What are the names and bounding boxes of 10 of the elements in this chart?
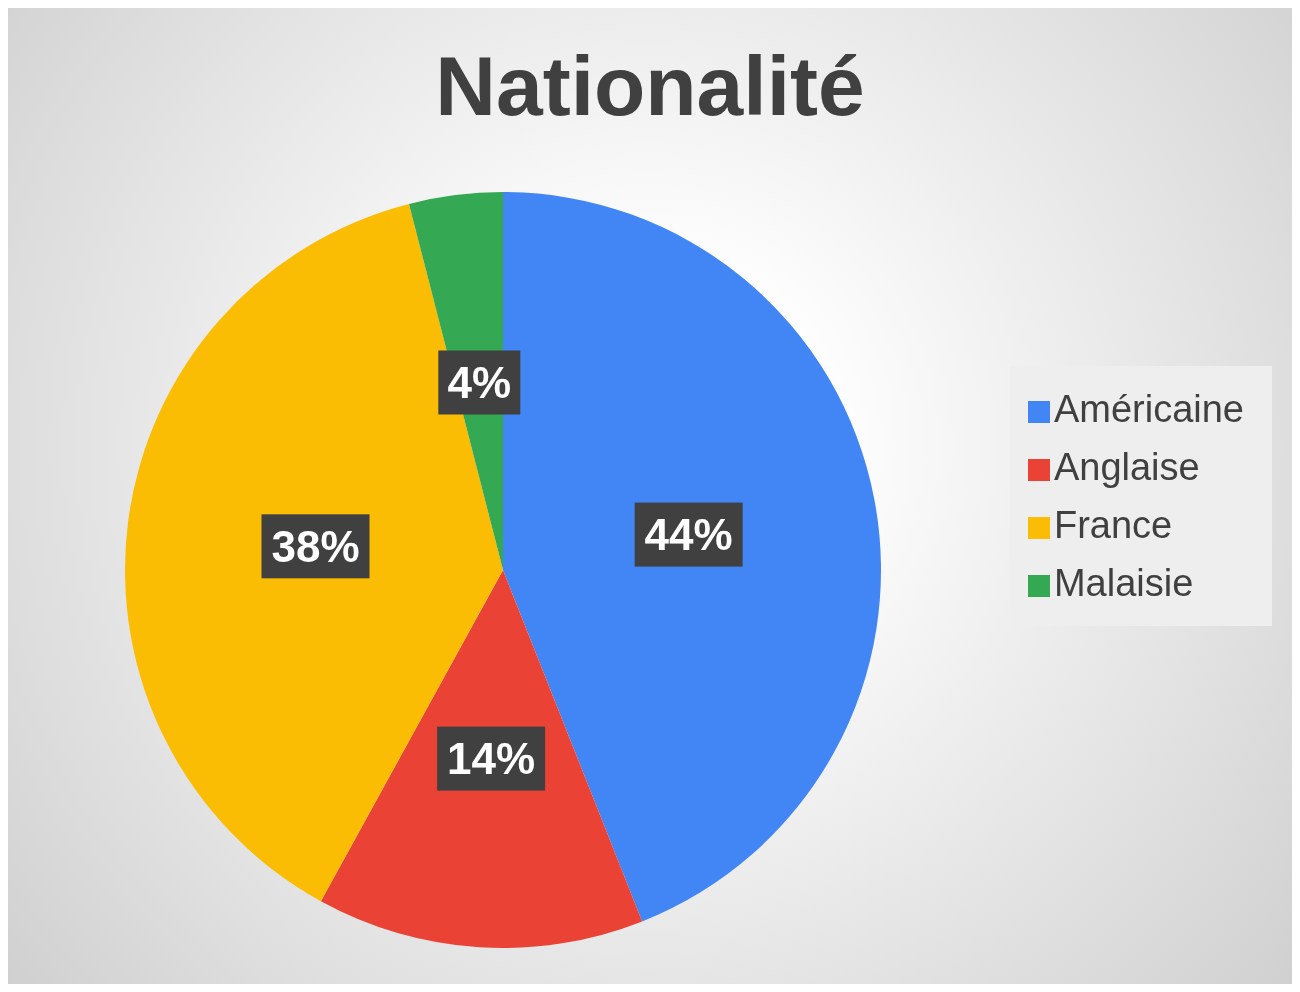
- data-label: 38%: [271, 521, 360, 571]
- data-label: 14%: [447, 734, 536, 784]
- data-label: 4%: [447, 357, 512, 407]
- legend-label: France: [1053, 504, 1173, 546]
- chart-title: Nationalité: [434, 38, 866, 135]
- legend-label: Malaisie: [1053, 562, 1194, 604]
- pie-slice: [320, 570, 643, 948]
- legend-label: Anglaise: [1053, 446, 1200, 488]
- data-label: 44%: [644, 510, 733, 560]
- legend-label: Américaine: [1053, 388, 1244, 430]
